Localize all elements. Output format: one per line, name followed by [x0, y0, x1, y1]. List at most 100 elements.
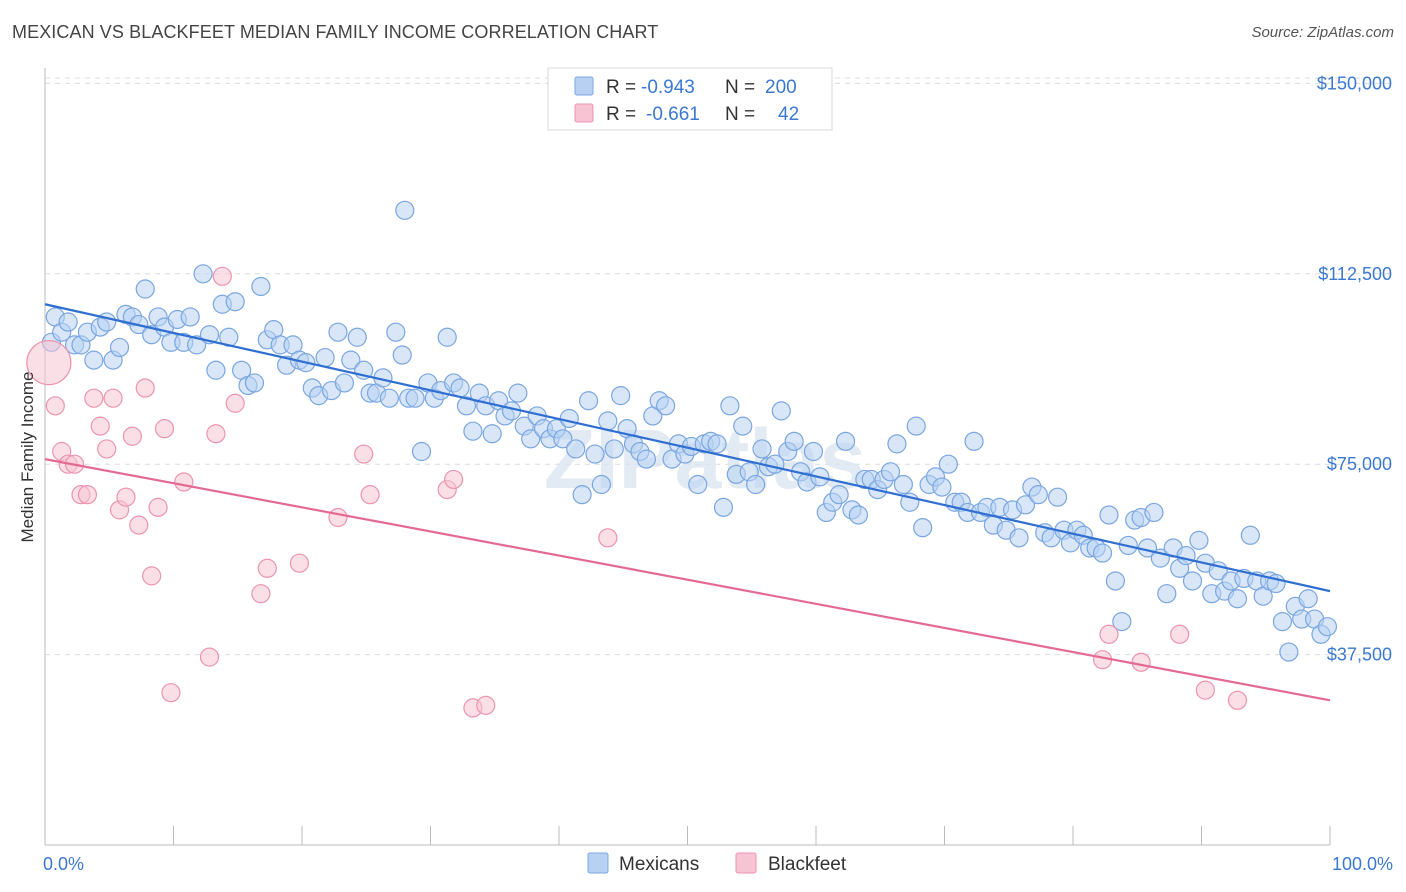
mexicans-point	[135, 279, 155, 299]
mexicans-point	[341, 350, 361, 370]
y-tick-labels: $37,500 $75,000 $112,500 $150,000	[1317, 73, 1392, 664]
mexicans-point	[880, 462, 901, 482]
mexicans-point	[437, 327, 457, 347]
blackfeet-point	[354, 444, 374, 464]
blackfeet-point	[1195, 680, 1215, 700]
blackfeet-point	[212, 266, 232, 286]
blackfeet-point	[289, 553, 310, 573]
mexicans-point	[720, 396, 740, 416]
axes	[44, 68, 1331, 846]
mexicans-point	[58, 312, 78, 332]
mexicans-point	[1009, 528, 1029, 548]
legend-swatch-mexicans	[574, 76, 594, 96]
blackfeet-point	[122, 426, 142, 446]
blackfeet-point	[444, 469, 464, 490]
mexicans-point	[411, 441, 432, 462]
legend-n-label: N =	[725, 104, 755, 125]
mexicans-point	[482, 424, 502, 444]
mexicans-point	[1028, 485, 1048, 505]
mexicans-point	[244, 373, 265, 393]
mexicans-point	[508, 383, 528, 403]
mexicans-point	[450, 378, 470, 398]
mexicans-point	[848, 505, 869, 525]
mexicans-point	[1015, 495, 1036, 515]
mexicans-point	[193, 264, 213, 284]
legend-r-label: R =	[606, 104, 636, 125]
mexicans-point	[604, 439, 624, 459]
mexicans-point	[803, 441, 824, 462]
mexicans-point	[379, 388, 399, 408]
y-tick-label-1: $75,000	[1327, 454, 1392, 474]
legend-n-label: N =	[725, 77, 755, 98]
mexicans-point	[559, 408, 579, 429]
mexicans-point	[1279, 642, 1299, 662]
blackfeet-point	[103, 388, 123, 408]
blackfeet-point	[225, 393, 245, 413]
mexicans-point	[1176, 545, 1196, 566]
mexicans-point	[566, 439, 586, 459]
y-tick-label-2: $112,500	[1318, 264, 1392, 284]
mexicans-point	[521, 429, 541, 449]
bottom-legend-swatch-blackfeet	[735, 852, 757, 874]
mexicans-point	[913, 518, 933, 538]
blackfeet-point	[142, 566, 162, 586]
blackfeet-point	[174, 472, 194, 492]
mexicans-point	[591, 474, 612, 495]
trend-lines	[44, 303, 1331, 702]
mexicans-point	[553, 429, 573, 449]
mexicans-point	[893, 474, 913, 495]
blackfeet-point	[476, 695, 496, 715]
mexicans-point	[713, 497, 734, 517]
mexicans-point	[1317, 617, 1338, 637]
blackfeet-point	[1099, 624, 1119, 644]
mexicans-point	[1157, 584, 1177, 604]
mexicans-point	[964, 431, 984, 451]
mexicans-point	[572, 485, 592, 505]
blackfeet-point	[199, 647, 220, 667]
blackfeet-point	[251, 584, 271, 604]
blackfeet-point	[1170, 624, 1190, 644]
mexicans-point	[328, 322, 348, 342]
mexicans-point	[1105, 571, 1126, 591]
mexicans-point	[938, 454, 958, 474]
blackfeet-point	[154, 419, 175, 439]
mexicans-point	[598, 411, 618, 431]
mexicans-point	[1272, 611, 1293, 632]
legend-r-value-mexicans: -0.943	[641, 77, 695, 98]
blackfeet-point	[257, 558, 277, 578]
bottom-legend-label-blackfeet: Blackfeet	[768, 854, 847, 875]
y-tick-label-0: $37,500	[1327, 645, 1392, 665]
mexicans-point	[829, 485, 849, 505]
blackfeet-point	[45, 396, 65, 416]
blackfeet-point	[84, 388, 104, 408]
blackfeet-point	[360, 485, 380, 505]
blackfeet-point	[129, 515, 149, 535]
mexicans-point	[746, 474, 766, 495]
source-credit: Source: ZipAtlas.com	[1251, 24, 1394, 41]
mexicans-point	[187, 335, 207, 355]
mexicans-point	[315, 347, 335, 368]
blackfeet-point	[26, 340, 72, 386]
blackfeet-trend-line	[44, 458, 1331, 702]
mexicans-point	[405, 388, 425, 408]
mexicans-point	[463, 421, 483, 441]
mexicans-point	[392, 345, 412, 365]
mexicans-points	[41, 200, 1338, 662]
blackfeet-point	[328, 507, 348, 528]
y-tick-label-3: $150,000	[1317, 73, 1392, 93]
mexicans-point	[1298, 589, 1318, 609]
legend-n-value-blackfeet: 42	[778, 104, 799, 125]
mexicans-point	[395, 200, 415, 220]
blackfeet-point	[148, 497, 168, 517]
x-tick-labels: 0.0% 100.0%	[43, 854, 1393, 874]
mexicans-point	[206, 360, 226, 380]
chart-title: MEXICAN VS BLACKFEET MEDIAN FAMILY INCOM…	[12, 22, 659, 42]
y-axis-label: Median Family Income	[18, 371, 37, 542]
blackfeet-points	[26, 266, 1248, 718]
mexicans-point	[109, 337, 130, 358]
legend-n-value-mexicans: 200	[765, 77, 797, 98]
blackfeet-point	[206, 424, 226, 444]
mexicans-point	[1092, 543, 1113, 563]
blackfeet-point	[598, 528, 618, 548]
